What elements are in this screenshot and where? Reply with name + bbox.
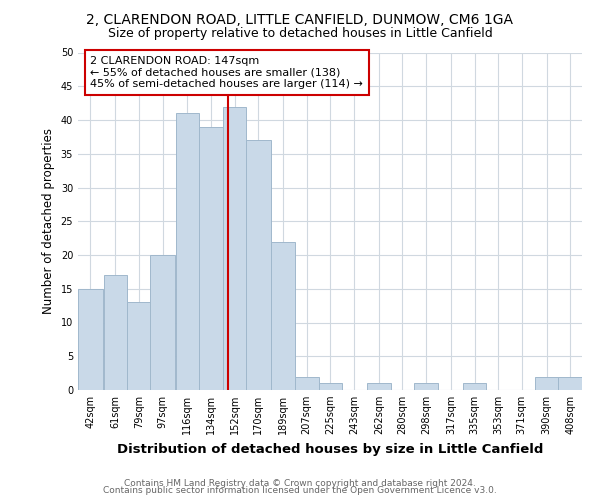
Bar: [78, 289, 103, 390]
Text: Contains public sector information licensed under the Open Government Licence v3: Contains public sector information licen…: [103, 486, 497, 495]
Bar: [463, 383, 487, 390]
X-axis label: Distribution of detached houses by size in Little Canfield: Distribution of detached houses by size …: [117, 442, 543, 456]
Bar: [223, 106, 247, 390]
Text: Contains HM Land Registry data © Crown copyright and database right 2024.: Contains HM Land Registry data © Crown c…: [124, 478, 476, 488]
Bar: [559, 376, 582, 390]
Text: 2 CLARENDON ROAD: 147sqm
← 55% of detached houses are smaller (138)
45% of semi-: 2 CLARENDON ROAD: 147sqm ← 55% of detach…: [91, 56, 364, 89]
Bar: [246, 140, 271, 390]
Bar: [199, 126, 223, 390]
Bar: [127, 302, 151, 390]
Bar: [150, 255, 175, 390]
Bar: [367, 383, 391, 390]
Bar: [176, 114, 199, 390]
Bar: [535, 376, 559, 390]
Text: 2, CLARENDON ROAD, LITTLE CANFIELD, DUNMOW, CM6 1GA: 2, CLARENDON ROAD, LITTLE CANFIELD, DUNM…: [86, 12, 514, 26]
Bar: [271, 242, 295, 390]
Bar: [104, 275, 127, 390]
Y-axis label: Number of detached properties: Number of detached properties: [42, 128, 55, 314]
Bar: [413, 383, 439, 390]
Bar: [295, 376, 319, 390]
Text: Size of property relative to detached houses in Little Canfield: Size of property relative to detached ho…: [107, 28, 493, 40]
Bar: [319, 383, 342, 390]
